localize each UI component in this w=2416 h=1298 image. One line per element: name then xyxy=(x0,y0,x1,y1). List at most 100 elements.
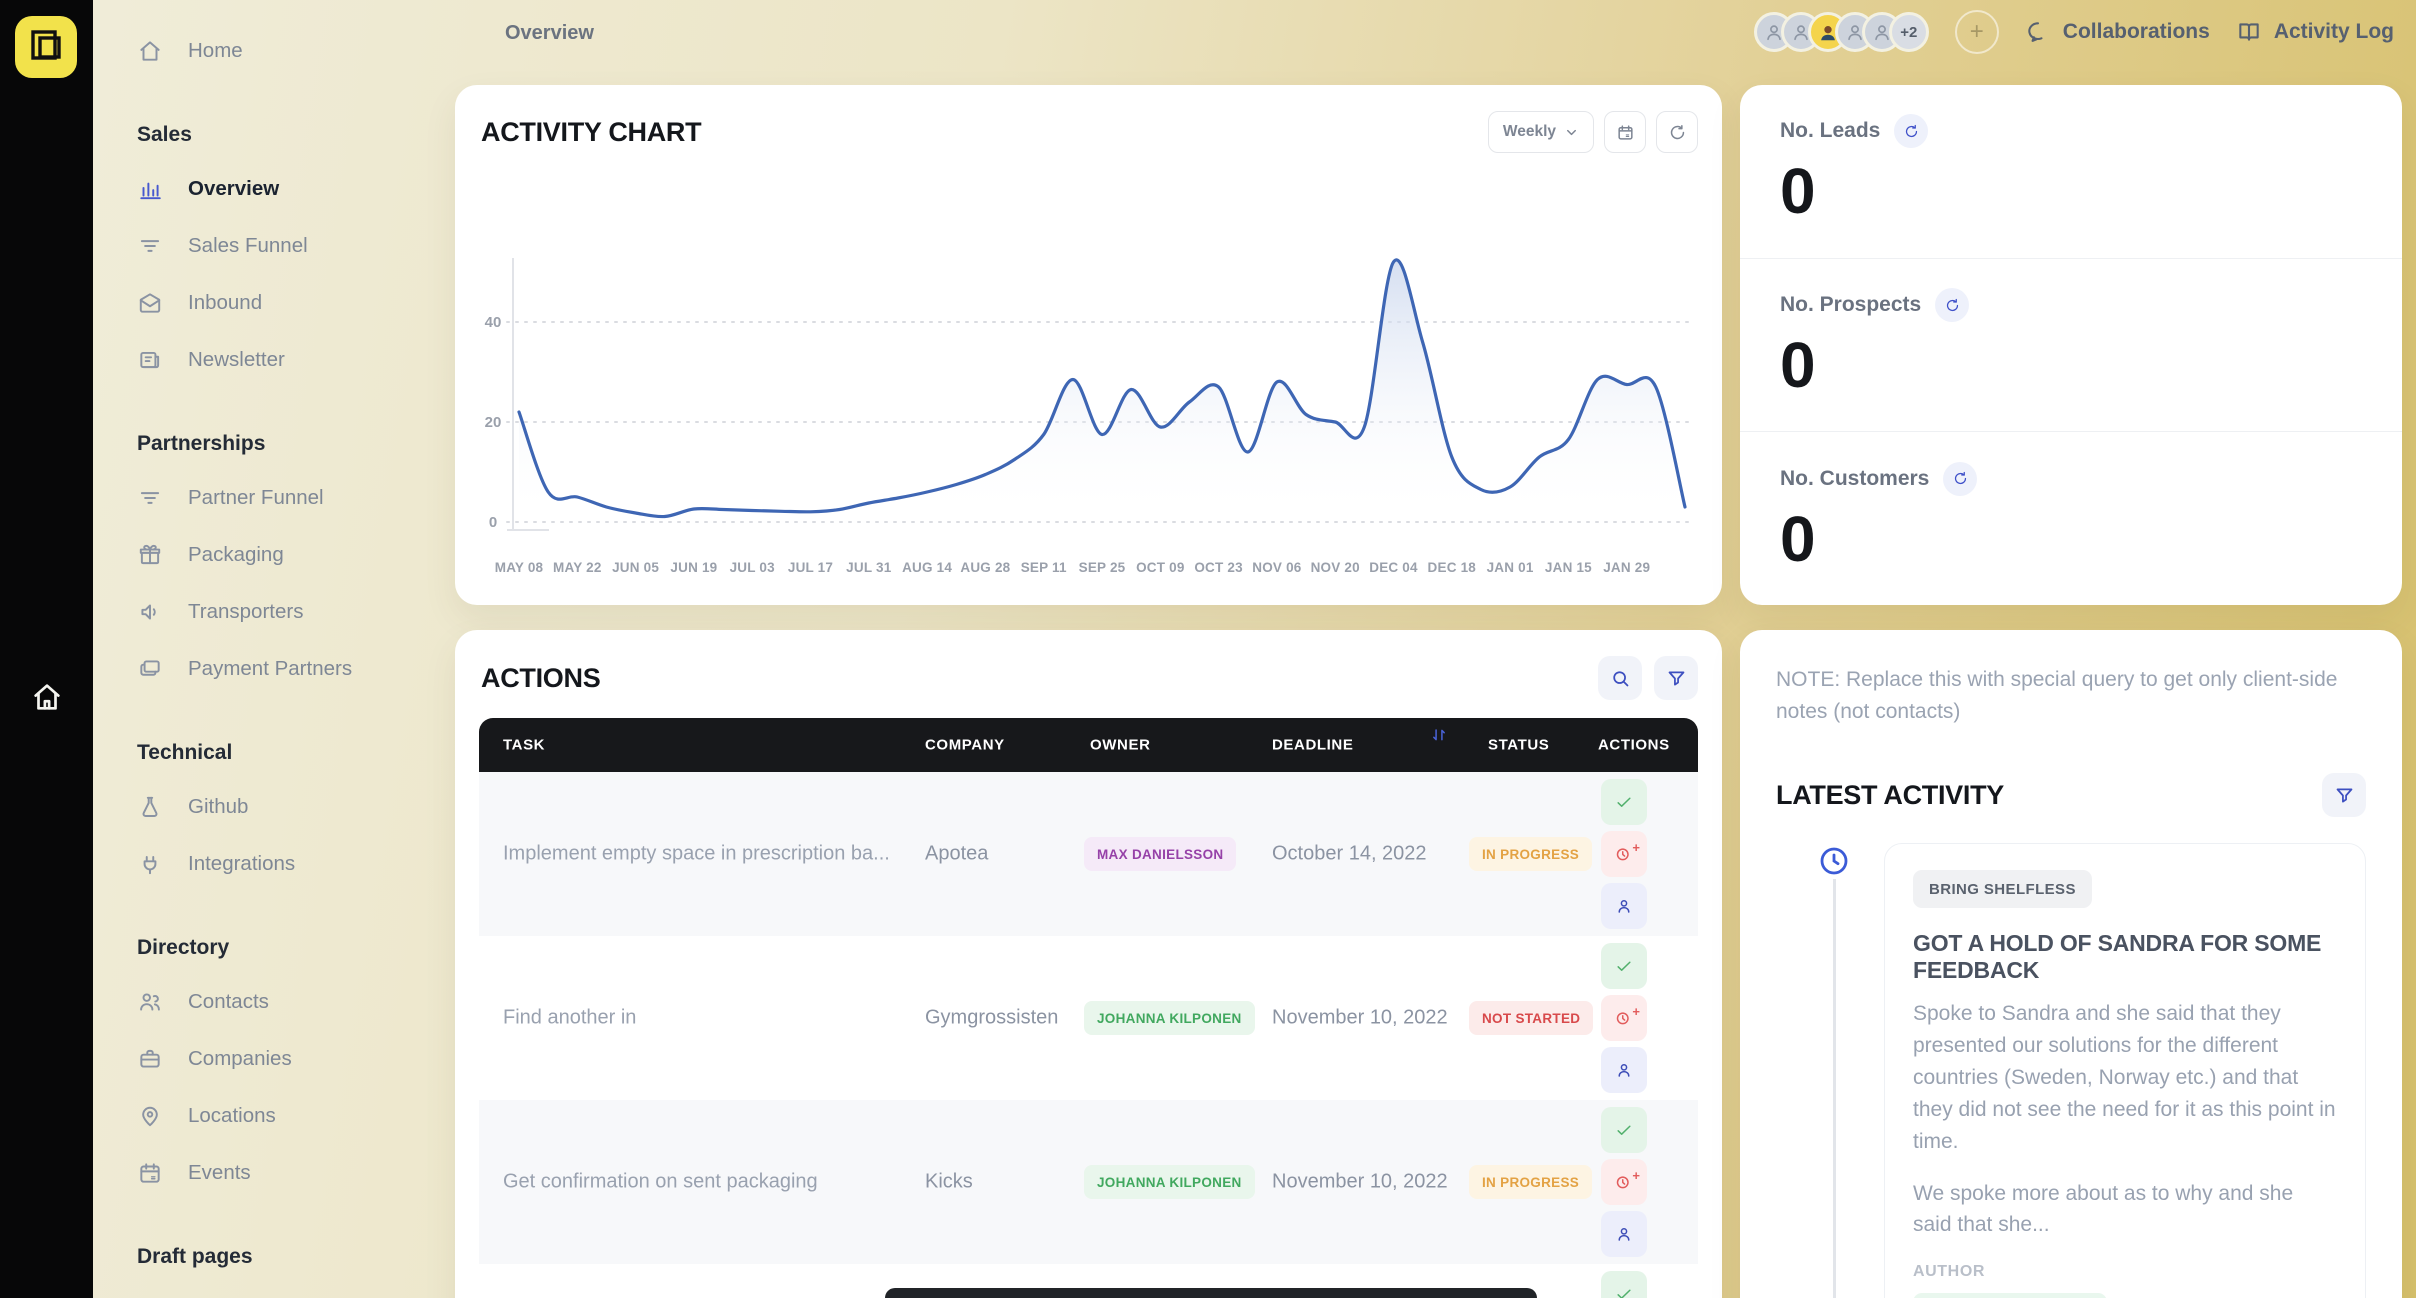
sidebar-item-label: Overview xyxy=(188,176,280,200)
sidebar-item-label: Payment Partners xyxy=(188,656,353,680)
sidebar-item-transporters[interactable]: Transporters xyxy=(137,583,455,640)
breadcrumb: Overview xyxy=(505,22,594,44)
sidebar-item-packaging[interactable]: Packaging xyxy=(137,526,455,583)
mark-done-button[interactable] xyxy=(1601,779,1647,825)
assign-button[interactable] xyxy=(1601,1211,1647,1257)
svg-text:JUL 03: JUL 03 xyxy=(730,560,776,575)
sidebar-item-companies[interactable]: Companies xyxy=(137,1030,455,1087)
latest-activity-title: LATEST ACTIVITY xyxy=(1776,779,2004,810)
filter-funnel-icon xyxy=(1666,668,1687,689)
snooze-button[interactable]: + xyxy=(1601,995,1647,1041)
sidebar-item-events[interactable]: Events xyxy=(137,1144,455,1201)
add-collaborator-button[interactable]: + xyxy=(1954,10,1999,54)
chart-refresh-button[interactable] xyxy=(1656,111,1698,153)
actions-search-button[interactable] xyxy=(1598,656,1642,700)
svg-text:JAN 29: JAN 29 xyxy=(1603,560,1650,575)
sidebar-item-label: Inbound xyxy=(188,290,263,314)
logo-frames-icon xyxy=(31,30,61,60)
collaborations-button[interactable]: Collaborations xyxy=(2025,19,2210,45)
stat-label: No. Prospects xyxy=(1780,293,1922,316)
sidebar-item-label: Partner Funnel xyxy=(188,485,324,509)
column-header-deadline[interactable]: DEADLINE xyxy=(1272,736,1354,754)
snooze-button[interactable]: + xyxy=(1601,831,1647,877)
actions-table: TASK COMPANY OWNER DEADLINE STATUS ACTIONS Im… xyxy=(479,718,1698,1298)
sidebar-item-newsletter[interactable]: Newsletter xyxy=(137,331,455,388)
svg-text:JAN 01: JAN 01 xyxy=(1487,560,1534,575)
svg-text:AUG 28: AUG 28 xyxy=(960,560,1010,575)
mark-done-button[interactable] xyxy=(1601,1107,1647,1153)
snooze-button-icon xyxy=(1614,844,1634,864)
activity-log-button[interactable]: Activity Log xyxy=(2236,19,2394,45)
stat-refresh-button[interactable] xyxy=(1943,461,1978,496)
mark-done-button-icon xyxy=(1614,1120,1634,1140)
sidebar-item-label: Integrations xyxy=(188,851,296,875)
range-selector-dropdown[interactable]: Weekly xyxy=(1487,111,1594,153)
assign-button[interactable] xyxy=(1601,883,1647,929)
sidebar-item-label: Transporters xyxy=(188,599,304,623)
chart-calendar-button[interactable] xyxy=(1604,111,1646,153)
sidebar-item-integrations[interactable]: Integrations xyxy=(137,835,455,892)
sidebar-item-sales-funnel[interactable]: Sales Funnel xyxy=(137,217,455,274)
mark-done-button[interactable] xyxy=(1601,943,1647,989)
status-badge: IN PROGRESS xyxy=(1469,837,1593,871)
sidebar-item-partner-funnel[interactable]: Partner Funnel xyxy=(137,469,455,526)
range-selector-value: Weekly xyxy=(1502,123,1556,140)
snooze-button[interactable]: + xyxy=(1601,1159,1647,1205)
svg-text:MAY 08: MAY 08 xyxy=(495,560,544,575)
rail-home-icon[interactable] xyxy=(30,680,64,714)
task-cell: Get confirmation on sent packaging xyxy=(503,1170,818,1193)
actions-table-body: Implement empty space in prescription ba… xyxy=(479,772,1698,1298)
svg-text:AUG 14: AUG 14 xyxy=(902,560,952,575)
column-header-task[interactable]: TASK xyxy=(503,736,546,754)
assign-button[interactable] xyxy=(1601,1047,1647,1093)
sidebar-item-payment-partners[interactable]: Payment Partners xyxy=(137,640,455,697)
plug-icon xyxy=(137,851,163,877)
sidebar-item-locations[interactable]: Locations xyxy=(137,1087,455,1144)
chart-controls: Weekly xyxy=(1487,111,1698,153)
topbar-right: +2 + Collaborations Activity Log xyxy=(1753,10,2394,54)
column-header-status[interactable]: STATUS xyxy=(1488,736,1550,754)
activity-chart-card: ACTIVITY CHART Weekly xyxy=(455,85,1722,605)
row-actions: + xyxy=(1601,779,1647,929)
mark-done-button-icon xyxy=(1614,792,1634,812)
app-logo[interactable] xyxy=(15,16,77,78)
sidebar-item-home[interactable]: Home xyxy=(137,22,455,79)
company-cell: Kicks xyxy=(925,1170,973,1193)
column-header-actions[interactable]: ACTIONS xyxy=(1598,736,1670,754)
cards-icon xyxy=(137,656,163,682)
snooze-button-icon xyxy=(1614,1008,1634,1028)
news-icon xyxy=(137,347,163,373)
column-header-company[interactable]: COMPANY xyxy=(925,736,1005,754)
sidebar-item-label: Home xyxy=(188,38,243,62)
entry-body-more: We spoke more about as to why and she sa… xyxy=(1913,1181,2294,1237)
svg-text:MAY 22: MAY 22 xyxy=(553,560,601,575)
timeline-clock-icon xyxy=(1818,845,1850,877)
deadline-cell: November 10, 2022 xyxy=(1272,1006,1448,1029)
table-row: Implement empty space in prescription ba… xyxy=(479,772,1698,936)
activity-entry-card[interactable]: BRING SHELFLESS GOT A HOLD OF SANDRA FOR … xyxy=(1884,843,2366,1298)
activity-line-chart: 40 20 0 MAY 08 MAY 22 JUN 05 JUN 19 JUL 03 JUL 1… xyxy=(485,258,1690,575)
mark-done-button-icon xyxy=(1614,956,1634,976)
stat-refresh-button[interactable] xyxy=(1935,288,1970,322)
dev-note-text: NOTE: Replace this with special query to… xyxy=(1776,668,2338,723)
avatar-overflow-badge[interactable]: +2 xyxy=(1888,12,1929,52)
column-header-owner[interactable]: OWNER xyxy=(1090,736,1151,754)
briefcase-icon xyxy=(137,1046,163,1072)
actions-filter-button[interactable] xyxy=(1654,656,1698,700)
sidebar-item-contacts[interactable]: Contacts xyxy=(137,973,455,1030)
mail-icon xyxy=(137,290,163,316)
sidebar-item-github[interactable]: Github xyxy=(137,778,455,835)
table-row: Get confirmation on sent packaging Kicks J… xyxy=(479,1100,1698,1264)
latest-activity-filter-button[interactable] xyxy=(2322,773,2366,817)
sidebar-item-inbound[interactable]: Inbound xyxy=(137,274,455,331)
activity-chart-title: ACTIVITY CHART xyxy=(481,116,702,147)
sidebar-item-overview[interactable]: Overview xyxy=(137,160,455,217)
stat-refresh-button[interactable] xyxy=(1894,114,1929,149)
sidebar-item-label: Packaging xyxy=(188,542,284,566)
svg-text:OCT 09: OCT 09 xyxy=(1136,560,1184,575)
column-sort-icon[interactable] xyxy=(1429,725,1449,745)
activity-log-book-icon xyxy=(2236,19,2262,45)
stat-refresh-icon xyxy=(1952,470,1969,487)
users-icon xyxy=(137,989,163,1015)
mark-done-button[interactable] xyxy=(1601,1271,1647,1298)
